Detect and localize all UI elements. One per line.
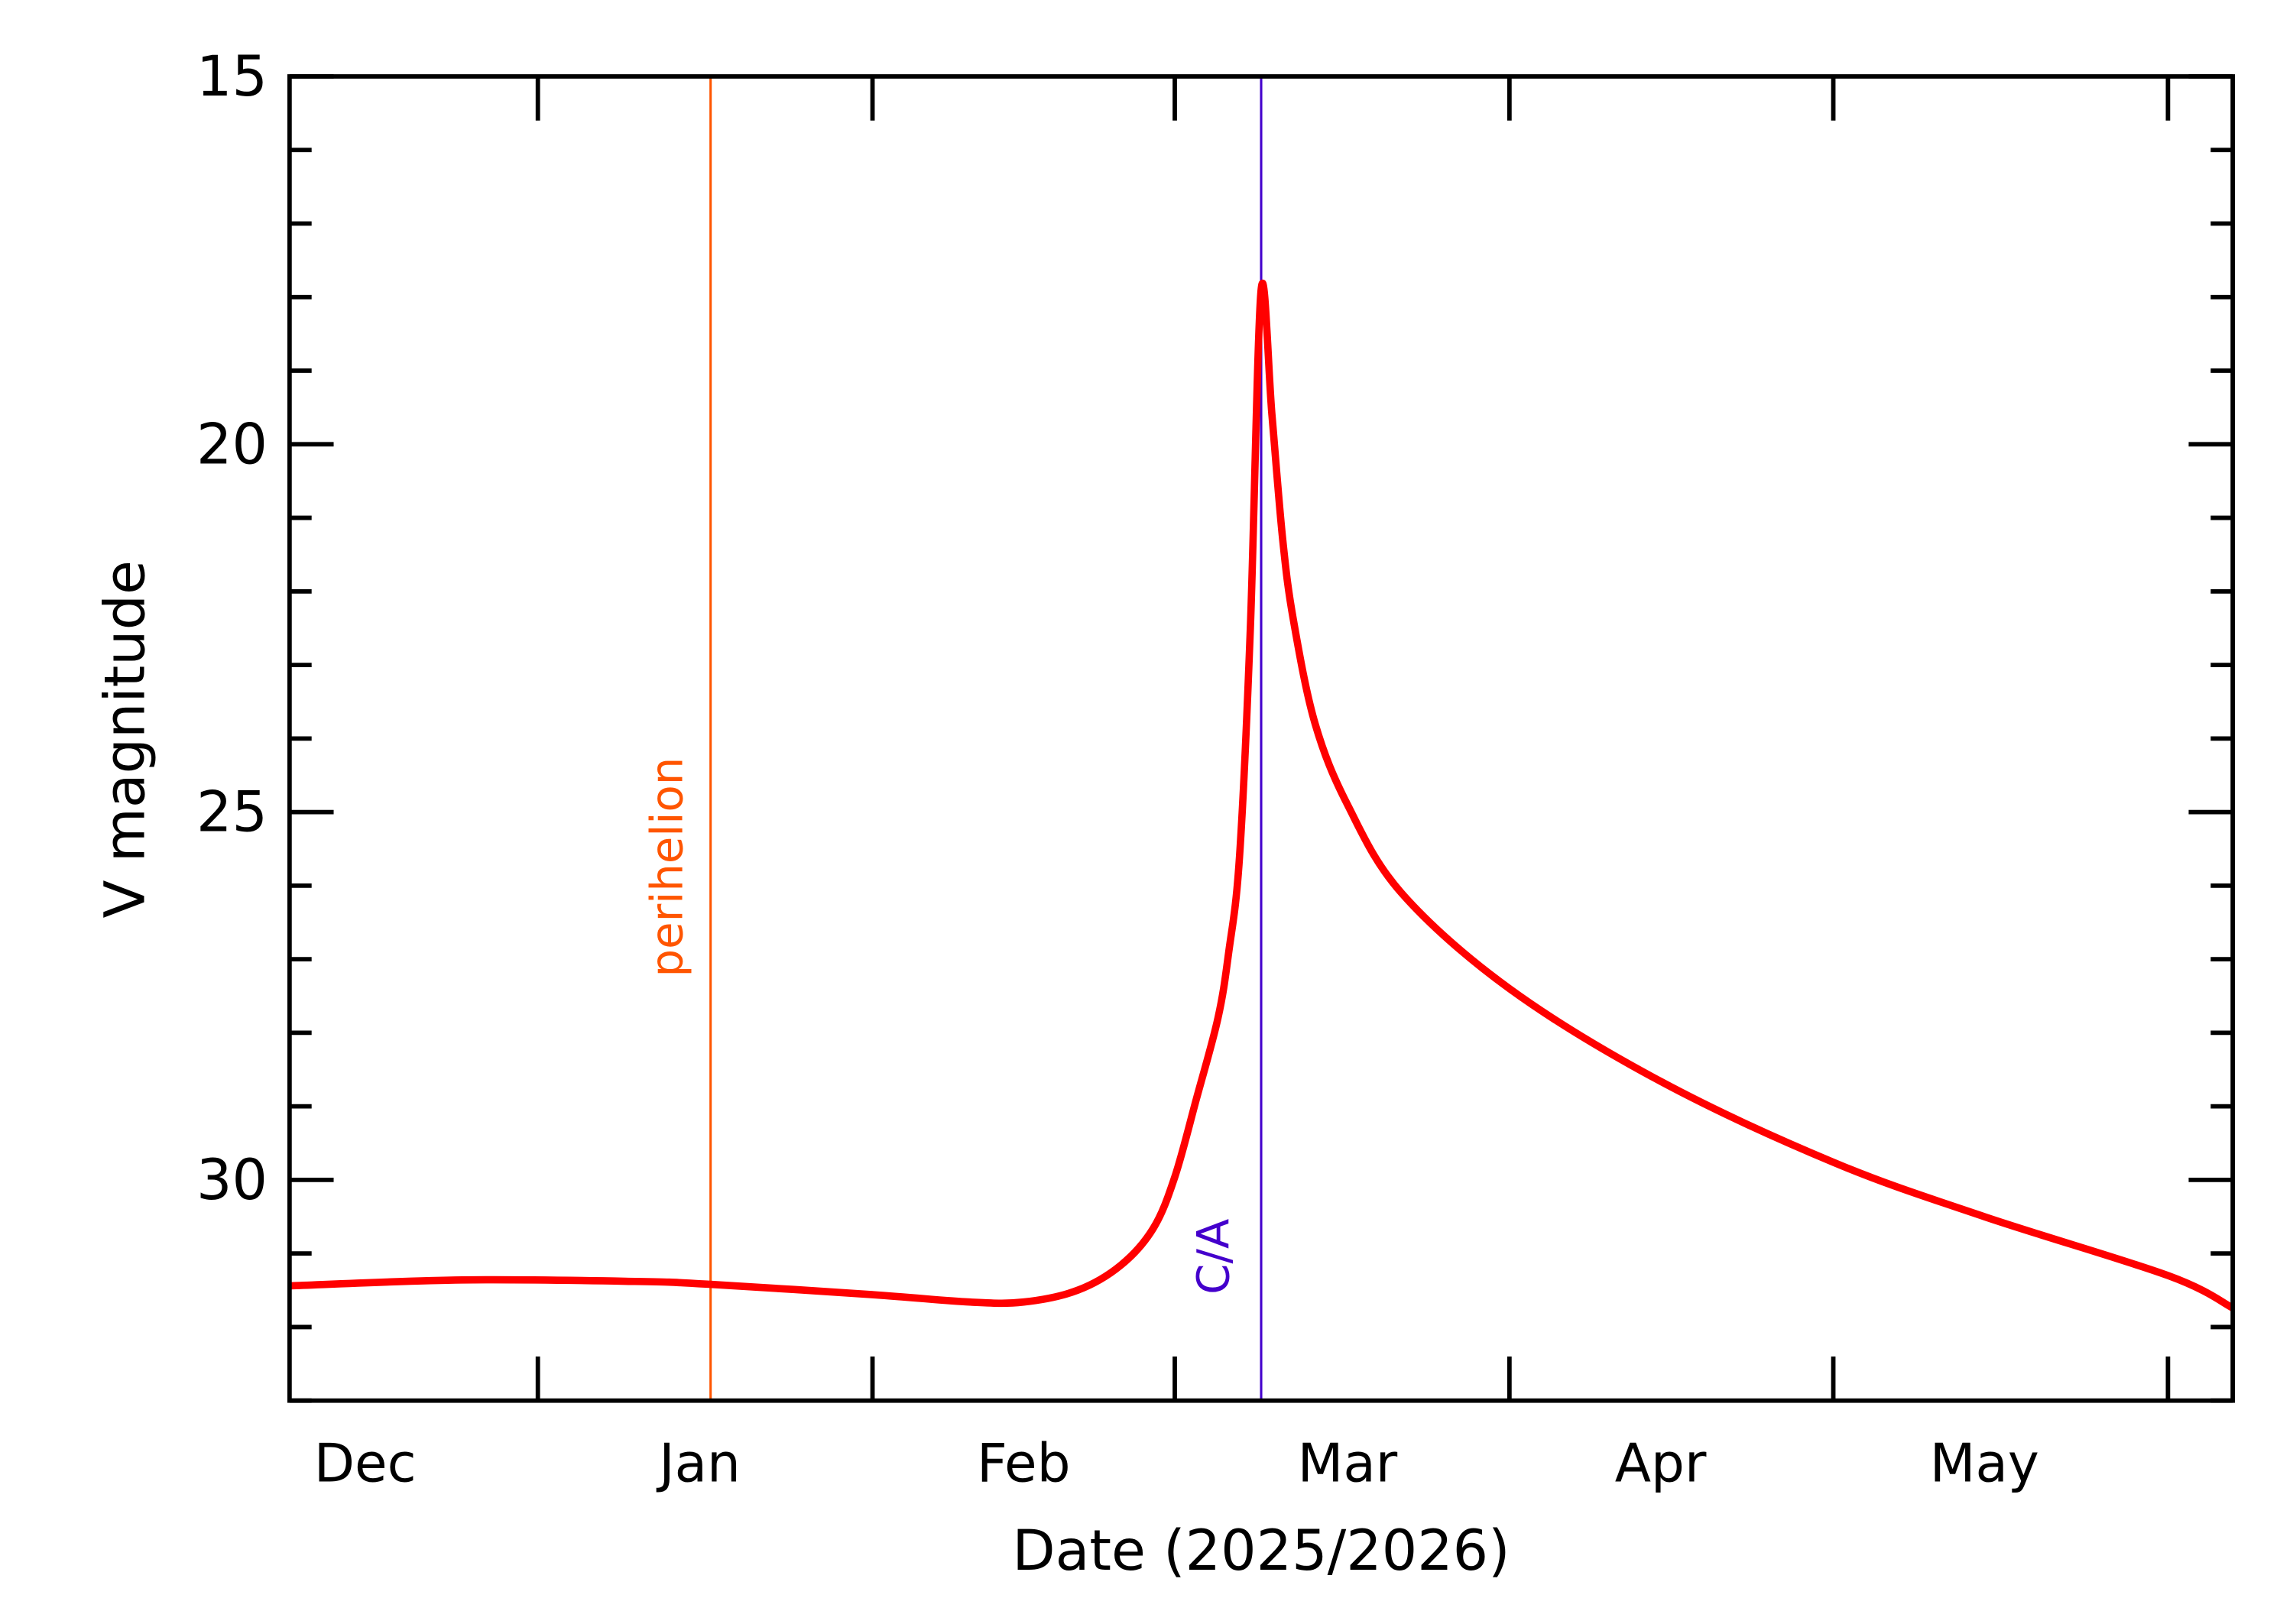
x-tick-label-dec: Dec	[314, 1433, 417, 1494]
y-tick-label: 30	[196, 1148, 268, 1213]
x-tick-label-may: May	[1930, 1433, 2039, 1494]
y-tick-label: 20	[196, 412, 268, 477]
x-axis-label: Date (2025/2026)	[1012, 1519, 1510, 1583]
y-tick-label: 25	[196, 780, 268, 845]
y-tick-label: 15	[196, 44, 268, 109]
perihelion-label: perihelion	[641, 757, 692, 977]
plot-frame	[287, 74, 2236, 1403]
magnitude-curve	[289, 279, 2235, 1311]
x-tick-label-mar: Mar	[1298, 1433, 1398, 1494]
x-tick-label-jan: Jan	[656, 1433, 741, 1494]
y-axis-label: V magnitude	[92, 560, 157, 918]
x-tick-label-apr: Apr	[1615, 1433, 1707, 1494]
close-approach-label: C/A	[1188, 1219, 1240, 1295]
x-tick-label-feb: Feb	[977, 1433, 1071, 1494]
